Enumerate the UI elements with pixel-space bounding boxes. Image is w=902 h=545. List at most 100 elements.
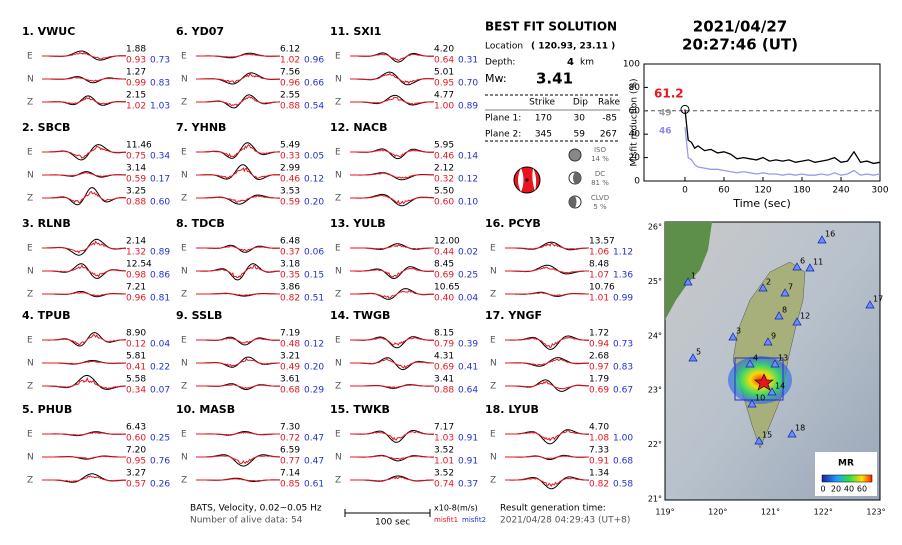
table-header: Strike <box>529 98 555 108</box>
component-label: Z <box>181 290 187 300</box>
component-name: ISO <box>594 146 607 154</box>
plane-value: 30 <box>574 114 586 124</box>
synthetic-waveform <box>350 172 434 179</box>
component-label: E <box>181 336 187 346</box>
component-label: N <box>181 453 188 463</box>
misfit2: 0.04 <box>150 340 170 350</box>
y-tick-label: 20 <box>629 153 641 163</box>
misfit2: 0.61 <box>304 480 324 490</box>
component-label: N <box>335 75 342 85</box>
misfit1: 0.59 <box>280 198 300 208</box>
misfit1: 0.12 <box>126 340 146 350</box>
misfit1: 0.97 <box>589 363 609 373</box>
component-label: Z <box>335 476 341 486</box>
synthetic-waveform <box>505 381 590 390</box>
component-label: Z <box>490 290 496 300</box>
station-marker <box>805 263 815 272</box>
misfit1: 0.69 <box>434 271 454 281</box>
misfit1: 0.77 <box>280 457 300 467</box>
synthetic-waveform <box>196 478 280 482</box>
component-label: N <box>181 75 188 85</box>
misfit2: 0.37 <box>458 480 478 490</box>
misfit1: 0.85 <box>280 480 300 490</box>
y-axis-title: Misfit reduction (%) <box>630 78 640 166</box>
misfit-line <box>684 127 881 176</box>
misfit1: 0.33 <box>280 152 300 162</box>
station-number: 2 <box>766 278 771 287</box>
misfit1: 0.96 <box>280 79 300 89</box>
component-label: Z <box>27 98 33 108</box>
map: 12345678910111213141516171826°25°24°23°2… <box>648 221 886 517</box>
station-label: 8. TDCB <box>176 217 225 230</box>
plane-label: Plane 2: <box>485 130 521 140</box>
amplitude: 7.30 <box>280 423 300 433</box>
y-tick-label: 60 <box>629 106 641 116</box>
amplitude: 10.76 <box>589 283 615 293</box>
component-label: N <box>335 171 342 181</box>
misfit1: 0.98 <box>126 271 146 281</box>
amplitude: 6.59 <box>280 446 300 456</box>
component-label: E <box>335 430 341 440</box>
grid-box <box>734 357 784 401</box>
misfit2: 0.22 <box>150 363 170 373</box>
footer-alive: Number of alive data: 54 <box>190 516 303 526</box>
amplitude: 3.18 <box>280 260 300 270</box>
component-label: E <box>490 430 496 440</box>
amplitude: 5.50 <box>434 187 454 197</box>
amplitude: 1.88 <box>126 45 146 55</box>
misfit1: 1.03 <box>434 434 454 444</box>
synthetic-waveform <box>350 336 434 346</box>
misfit2: 0.05 <box>304 152 324 162</box>
amplitude: 3.86 <box>280 283 300 293</box>
amplitude: 1.34 <box>589 469 609 479</box>
station-marker <box>865 300 875 309</box>
misfit1: 1.01 <box>589 294 609 304</box>
station-number: 5 <box>696 348 701 357</box>
lat-label: 24° <box>648 331 662 340</box>
lat-label: 21° <box>648 495 662 504</box>
component-label: E <box>181 148 187 158</box>
misfit2: 0.31 <box>458 56 478 66</box>
x-tick-label: 60 <box>718 186 730 196</box>
x-tick-label: 180 <box>793 186 810 196</box>
misfit2: 0.47 <box>304 434 324 444</box>
synthetic-waveform <box>350 384 434 389</box>
scale-label: 100 sec <box>375 518 410 528</box>
synthetic-waveform <box>505 358 590 366</box>
misfit1: 0.44 <box>434 248 454 258</box>
component-name: CLVD <box>591 194 609 202</box>
x-tick-label: 240 <box>832 186 849 196</box>
amplitude: 5.58 <box>126 375 146 385</box>
lon-label: 119° <box>655 508 674 517</box>
table-header: Dip <box>573 98 588 108</box>
misfit1: 0.93 <box>126 56 146 66</box>
amplitude: 3.27 <box>126 469 146 479</box>
x-tick-label: 120 <box>754 186 771 196</box>
station-number: 13 <box>778 354 788 363</box>
misfit2: 0.20 <box>304 198 324 208</box>
misfit1: 0.59 <box>126 175 146 185</box>
station-number: 14 <box>775 382 785 391</box>
component-label: E <box>335 336 341 346</box>
component-label: N <box>181 171 188 181</box>
misfit2: 0.58 <box>613 480 633 490</box>
y-tick-label: 40 <box>629 130 641 140</box>
misfit2: 0.86 <box>150 271 170 281</box>
misfit1: 0.57 <box>126 480 146 490</box>
synthetic-waveform <box>350 290 434 299</box>
component-pct: 5 % <box>593 203 607 211</box>
synthetic-waveform <box>42 291 126 297</box>
misfit1: 1.00 <box>434 102 454 112</box>
station-number: 7 <box>788 283 793 292</box>
colorbar-tick: 0 <box>820 485 825 494</box>
synthetic-waveform <box>42 76 126 82</box>
component-label: Z <box>335 290 341 300</box>
misfit1: 0.68 <box>280 386 300 396</box>
misfit2-key: misfit2 <box>462 516 486 524</box>
misfit1: 1.32 <box>126 248 146 258</box>
component-label: E <box>335 52 341 62</box>
misfit2: 0.17 <box>150 175 170 185</box>
misfit1: 0.94 <box>589 340 609 350</box>
table-header: Rake <box>598 98 620 108</box>
synthetic-waveform <box>196 245 280 252</box>
